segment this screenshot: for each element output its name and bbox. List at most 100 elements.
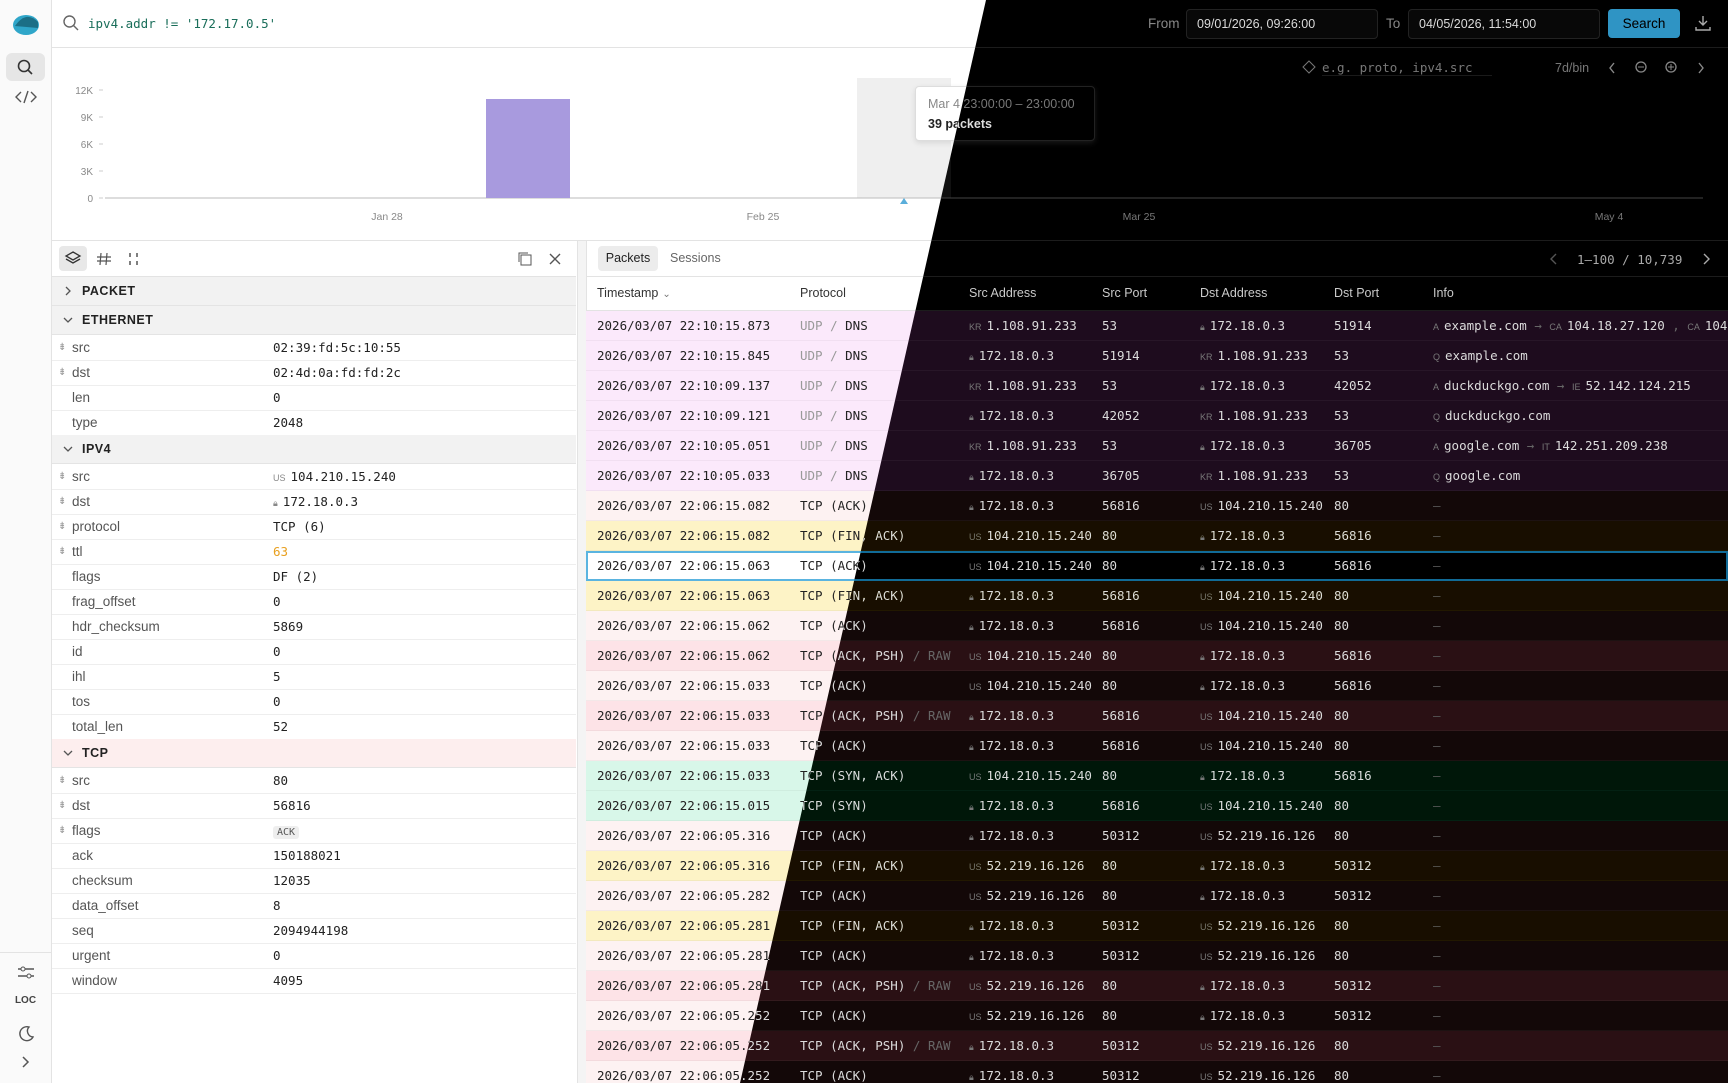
packet-row[interactable]: 2026/03/07 22:10:15.845 UDP / DNS 🔒︎ 172.18…: [586, 341, 1728, 371]
from-input[interactable]: 09/01/2026, 09:26:00: [1186, 9, 1378, 39]
section-title: IPV4: [82, 442, 112, 456]
tab[interactable]: Sessions: [670, 251, 721, 265]
packet-row[interactable]: 2026/03/07 22:06:15.033 TCP (ACK) US 104.21…: [586, 671, 1728, 701]
to-label: To: [1386, 16, 1401, 31]
chevron: [63, 317, 73, 323]
field-key: window: [72, 973, 118, 988]
packet-row[interactable]: 2026/03/07 22:10:09.121 UDP / DNS 🔒︎ 172.18…: [586, 401, 1728, 431]
zoom-controls[interactable]: [1604, 58, 1724, 78]
field-key: ttl: [72, 544, 83, 559]
dst-port: 56816: [1334, 678, 1372, 693]
packet-row[interactable]: 2026/03/07 22:06:15.033 TCP (SYN, ACK) US 1…: [586, 761, 1728, 791]
bits-tab[interactable]: [125, 250, 143, 268]
address: 1.108.91.233: [986, 378, 1077, 393]
protocol-name: UDP: [800, 318, 823, 333]
protocol: UDP / DNS: [800, 341, 868, 371]
bin-filter-input[interactable]: e.g. proto, ipv4.src: [1322, 60, 1492, 76]
section-header[interactable]: IPV4: [52, 435, 576, 464]
app-protocol: RAW: [927, 708, 951, 723]
top-bar: ipv4.addr != '172.17.0.5' From 09/01/202…: [52, 0, 1728, 48]
column-header[interactable]: Info: [1433, 286, 1454, 300]
field-value: 52: [273, 714, 288, 739]
packet-row[interactable]: 2026/03/07 22:06:05.281 TCP (ACK, PSH) / …: [586, 971, 1728, 1001]
packet-row[interactable]: 2026/03/07 22:06:05.281 TCP (ACK) 🔒︎ 172.18…: [586, 941, 1728, 971]
info-text: —: [1433, 498, 1441, 513]
prev-page[interactable]: [1546, 251, 1562, 267]
address: 172.18.0.3: [1209, 558, 1286, 573]
query-input[interactable]: ipv4.addr != '172.17.0.5': [88, 16, 277, 31]
column-header[interactable]: Timestamp ⌄: [597, 286, 671, 300]
value-text: ACK: [273, 826, 300, 839]
protocol-name: TCP (ACK, PSH): [800, 648, 906, 663]
search-nav[interactable]: [6, 53, 45, 81]
packet-row[interactable]: 2026/03/07 22:06:05.316 TCP (ACK) 🔒︎ 172.18…: [586, 821, 1728, 851]
packet-row[interactable]: 2026/03/07 22:06:05.282 TCP (ACK) US 52.219…: [586, 881, 1728, 911]
packet-row[interactable]: 2026/03/07 22:10:05.033 UDP / DNS 🔒︎ 172.18…: [586, 461, 1728, 491]
info: —: [1433, 701, 1441, 731]
packet-row[interactable]: 2026/03/07 22:06:15.033 TCP (ACK, PSH) / …: [586, 701, 1728, 731]
section-header[interactable]: TCP: [52, 739, 576, 768]
lock-icon: 🔒︎: [969, 502, 974, 512]
column-header[interactable]: Dst Address: [1200, 286, 1268, 300]
dst-address: 🔒︎ 172.18.0.3: [1200, 551, 1285, 581]
bin-size[interactable]: 7d/bin: [1555, 61, 1590, 75]
lock-icon: 🔒︎: [969, 952, 974, 962]
packet-row[interactable]: 2026/03/07 22:06:15.063 TCP (FIN, ACK) 🔒︎ 1…: [586, 581, 1728, 611]
field-row: ⇟ flags ACK: [52, 818, 576, 844]
packet-row[interactable]: 2026/03/07 22:06:05.316 TCP (FIN, ACK) US 5…: [586, 851, 1728, 881]
close-icon[interactable]: [546, 250, 564, 268]
layers-tab[interactable]: [59, 246, 87, 271]
field-value: 12035: [273, 868, 311, 893]
tab[interactable]: Packets: [598, 246, 658, 271]
section-header[interactable]: ETHERNET: [52, 306, 576, 335]
field-key: ihl: [72, 669, 86, 684]
packet-row[interactable]: 2026/03/07 22:10:09.137 UDP / DNS KR 1.108.…: [586, 371, 1728, 401]
column-header[interactable]: Src Port: [1102, 286, 1148, 300]
src-port: 50312: [1102, 1038, 1140, 1053]
lock-icon: 🔒︎: [1200, 862, 1205, 872]
protocol: UDP / DNS: [800, 461, 868, 491]
separator: ,: [1664, 318, 1688, 333]
packet-row[interactable]: 2026/03/07 22:10:15.873 UDP / DNS KR 1.108.…: [586, 311, 1728, 341]
field-row: ack 150188021: [52, 843, 576, 869]
address: 172.18.0.3: [978, 1038, 1055, 1053]
loc-label[interactable]: LOC: [14, 995, 37, 1006]
download-icon[interactable]: [1694, 14, 1712, 32]
src-address: 🔒︎ 172.18.0.3: [969, 1031, 1054, 1061]
protocol: TCP (ACK): [800, 551, 868, 581]
to-input[interactable]: 04/05/2026, 11:54:00: [1408, 9, 1600, 39]
packet-row[interactable]: 2026/03/07 22:06:15.062 TCP (ACK) 🔒︎ 172.18…: [586, 611, 1728, 641]
info: —: [1433, 761, 1441, 791]
field-value: 2048: [273, 410, 303, 435]
packet-row[interactable]: 2026/03/07 22:06:15.063 TCP (ACK) US 104.21…: [586, 551, 1728, 581]
column-header[interactable]: Dst Port: [1334, 286, 1380, 300]
dst-port: 80: [1334, 918, 1350, 933]
settings-icon[interactable]: [16, 964, 36, 982]
src-port: 56816: [1102, 708, 1140, 723]
theme-icon[interactable]: [16, 1024, 36, 1044]
field-row: ⇟ protocol TCP (6): [52, 514, 576, 540]
packet-row[interactable]: 2026/03/07 22:06:05.281 TCP (FIN, ACK) 🔒︎ 1…: [586, 911, 1728, 941]
column-header[interactable]: Src Address: [969, 286, 1037, 300]
packet-row[interactable]: 2026/03/07 22:06:15.082 TCP (FIN, ACK) US 1…: [586, 521, 1728, 551]
hex-tab[interactable]: [95, 250, 113, 268]
next-page[interactable]: [1698, 251, 1714, 267]
packet-row[interactable]: 2026/03/07 22:06:05.252 TCP (ACK) 🔒︎ 172.18…: [586, 1061, 1728, 1083]
expand-icon[interactable]: [18, 1054, 34, 1070]
column-header[interactable]: Protocol: [800, 286, 846, 300]
code-nav[interactable]: [14, 88, 38, 106]
copy-icon[interactable]: [516, 250, 534, 268]
packet-row[interactable]: 2026/03/07 22:06:05.252 TCP (ACK, PSH) / …: [586, 1031, 1728, 1061]
field-row: flags DF (2): [52, 564, 576, 590]
packet-row[interactable]: 2026/03/07 22:06:15.015 TCP (SYN) 🔒︎ 172.18…: [586, 791, 1728, 821]
search-button[interactable]: Search: [1608, 9, 1680, 38]
packet-row[interactable]: 2026/03/07 22:06:15.082 TCP (ACK) 🔒︎ 172.18…: [586, 491, 1728, 521]
packet-row[interactable]: 2026/03/07 22:06:15.033 TCP (ACK) 🔒︎ 172.18…: [586, 731, 1728, 761]
packet-row[interactable]: 2026/03/07 22:06:15.062 TCP (ACK, PSH) / …: [586, 641, 1728, 671]
info-text: —: [1433, 708, 1441, 723]
section-header[interactable]: PACKET: [52, 277, 576, 306]
separator: /: [822, 378, 846, 393]
field-value: 🔒︎ 172.18.0.3: [273, 489, 358, 516]
packet-row[interactable]: 2026/03/07 22:10:05.051 UDP / DNS KR 1.108.…: [586, 431, 1728, 461]
packet-row[interactable]: 2026/03/07 22:06:05.252 TCP (ACK) US 52.219…: [586, 1001, 1728, 1031]
